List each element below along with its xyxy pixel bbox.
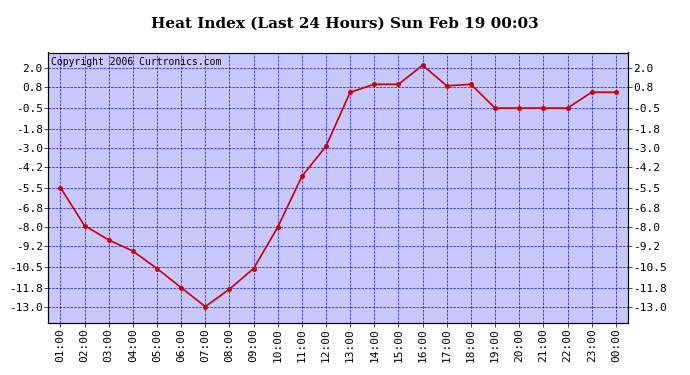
Text: Copyright 2006 Curtronics.com: Copyright 2006 Curtronics.com — [51, 57, 221, 66]
Text: Heat Index (Last 24 Hours) Sun Feb 19 00:03: Heat Index (Last 24 Hours) Sun Feb 19 00… — [151, 17, 539, 31]
